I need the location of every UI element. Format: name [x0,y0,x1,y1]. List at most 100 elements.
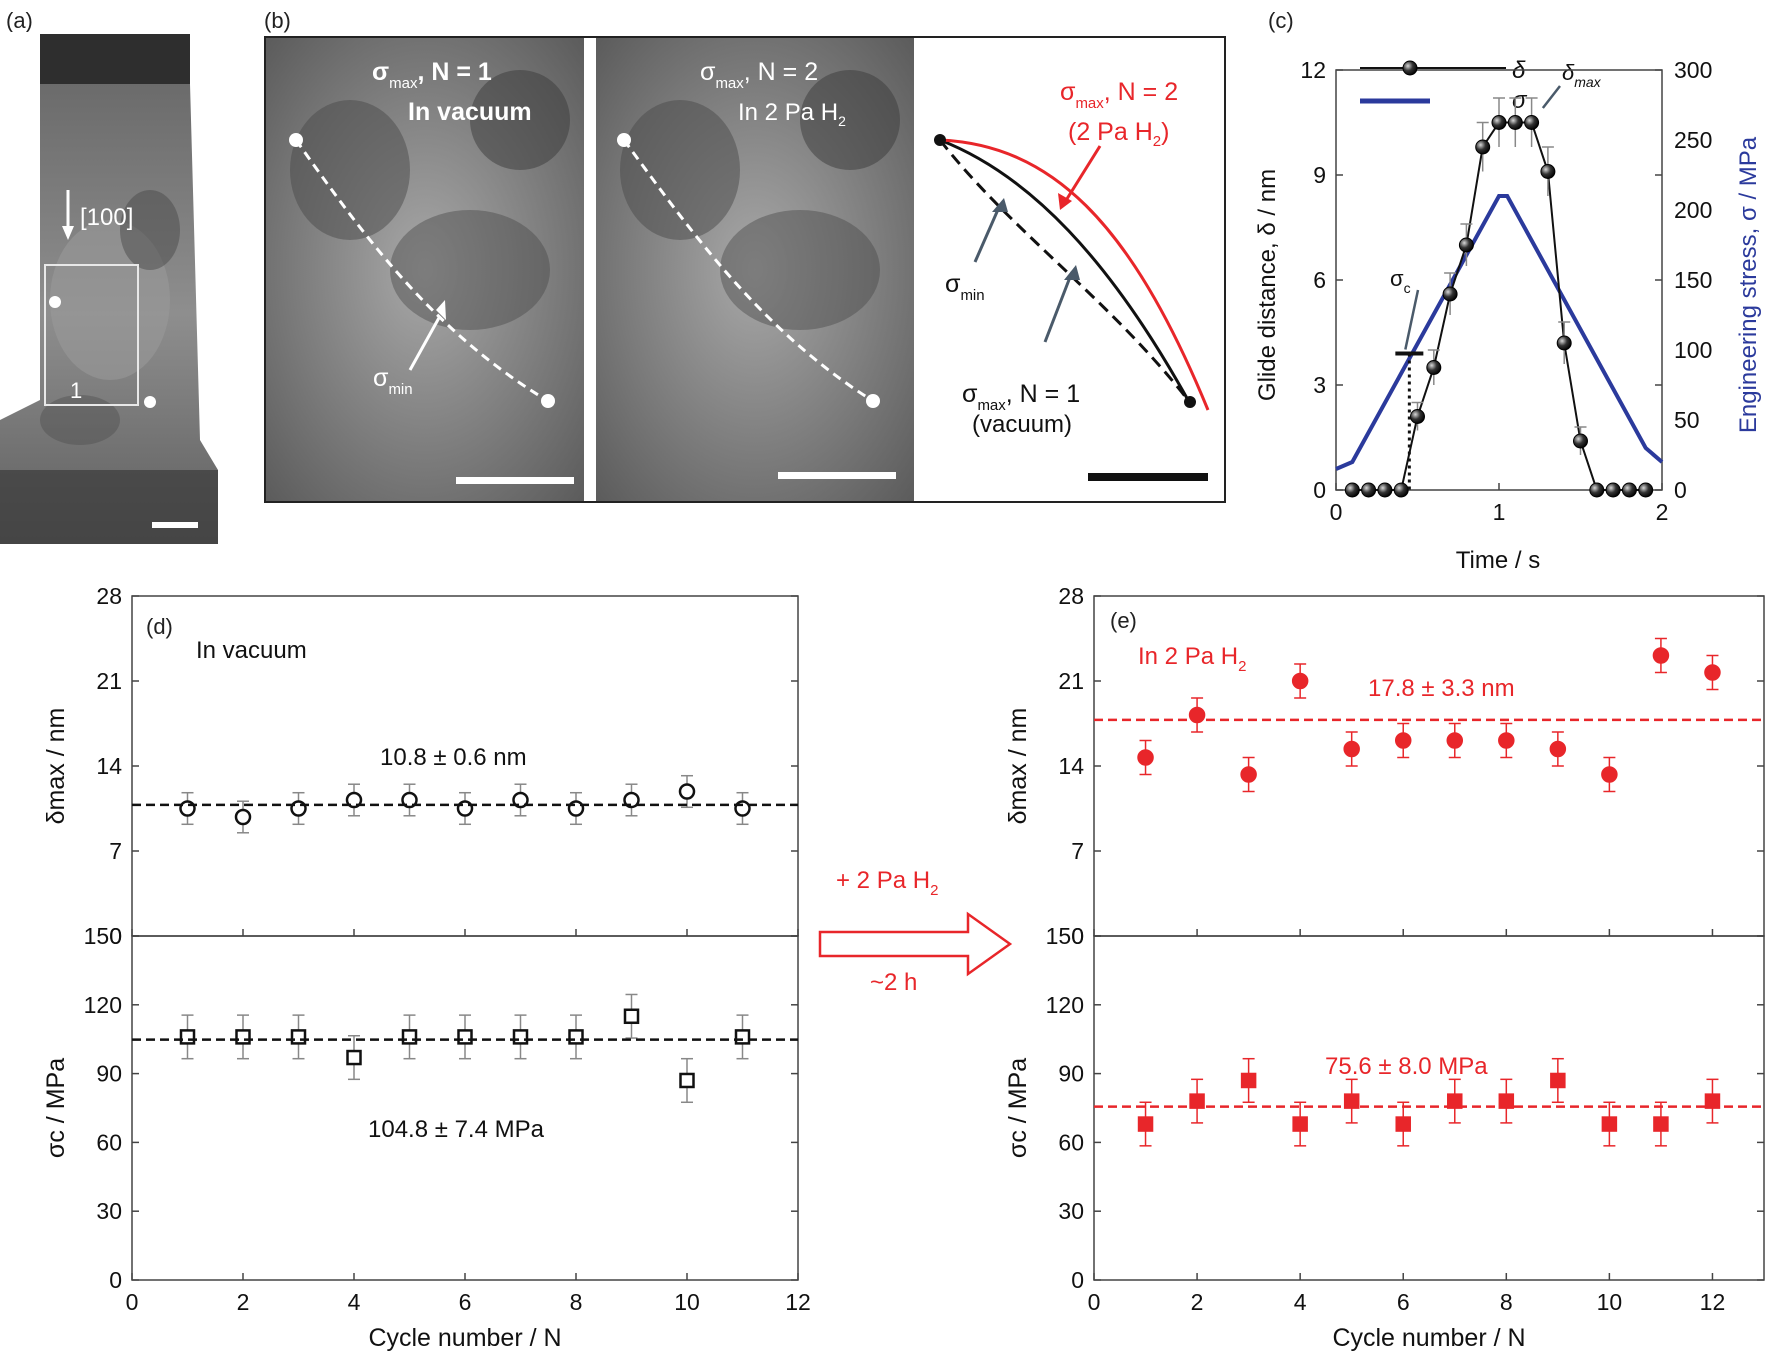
e_top-ytick-label: 7 [1071,838,1084,864]
c-delta-point [1426,360,1442,375]
legend-sigma-label: σ [1512,87,1528,114]
e_top-ytick-label: 0 [1071,923,1084,949]
panel-d-env: In vacuum [196,637,307,664]
e_top-point [1188,706,1206,724]
c-delta-point [1540,164,1556,179]
d_bottom-ytick-label: 150 [84,923,122,949]
c-ytick-label: 0 [1313,477,1326,503]
d_bottom-xtick-label: 0 [126,1289,139,1315]
c-delta-point [1344,482,1360,498]
transition-arrow-shape [818,911,1013,977]
panel-b: (b) σmax, N = 1 In vacuum σmax, N = 2 In… [264,8,1226,503]
scale-bar-b3 [1088,473,1208,481]
e_bottom-xtick-label: 8 [1500,1289,1513,1315]
c-dmax-arrow [1541,85,1561,109]
d_bottom-frame [131,935,799,1281]
e_bottom-point [1447,1093,1463,1109]
d_top-ytick-label: 7 [109,838,122,864]
e_top-ytick-label: 28 [1058,583,1084,609]
c-delta-point [1377,482,1393,498]
e_bottom-ylabel: σc / MPa [1004,1058,1032,1158]
d_bottom-xlabel: Cycle number / N [368,1324,561,1352]
d_bottom-ytick-label: 60 [96,1129,122,1155]
d_bottom-point [457,1029,473,1045]
c-delta-point [1524,115,1540,130]
e_top-ytick-label: 21 [1058,668,1084,694]
e_bottom-xtick-label: 0 [1088,1289,1101,1315]
dislocation-line-2 [622,139,874,403]
c-xlabel: Time / s [1456,547,1540,574]
e_bottom-ytick-label: 90 [1058,1061,1084,1087]
e_bottom-point [1601,1116,1618,1132]
dislocation-line-1 [294,139,549,403]
c-ylabel-left: Glide distance, δ / nm [1254,169,1281,401]
c-xtick-label: 2 [1656,499,1669,525]
c-delta-point [1638,482,1654,498]
c-delta-point [1621,482,1637,498]
e_top-point [1446,732,1464,749]
dislocation-end-2 [144,396,156,408]
c-ytick-label: 12 [1300,57,1326,83]
d_top-ytick-label: 21 [96,668,122,694]
panel-c-label: (c) [1268,8,1294,33]
tem-grip [40,34,190,84]
sigma-min-arrow [408,315,442,371]
panel-e-env: In 2 Pa H2 [1138,643,1246,675]
legend-delta-marker [1402,60,1418,76]
d_bottom-point [623,1008,640,1025]
e_top-ylabel: δmax / nm [1004,708,1032,825]
e_bottom-point [1653,1116,1669,1132]
c-delta-point [1491,115,1507,130]
e_bottom-ytick-label: 60 [1058,1129,1084,1155]
c-delta-point [1605,482,1621,498]
d_bottom-point [235,1029,251,1045]
schematic-black-label-2: (vacuum) [972,411,1072,438]
e_top-point [1240,766,1257,783]
e_bottom-ytick-label: 120 [1046,992,1084,1018]
d_bottom-point [679,1072,695,1089]
d_bottom-mean-label: 104.8 ± 7.4 MPa [368,1116,545,1143]
c-delta-point [1589,482,1605,498]
d_bottom-ylabel: σc / MPa [42,1058,70,1158]
c-delta-point [1556,335,1572,351]
c-sigma-line [1335,194,1664,471]
c-sigma-c-arrow [1404,289,1420,350]
e_bottom-xtick-label: 12 [1700,1289,1726,1315]
c-ytick-right-label: 0 [1674,477,1687,503]
e_top-point [1343,740,1360,758]
e_top-point [1652,647,1670,664]
c-delta-point [1442,286,1458,302]
e_bottom-point [1395,1116,1411,1132]
e_bottom-xtick-label: 2 [1191,1289,1204,1315]
panel-e-label: (e) [1110,608,1137,633]
c-ylabel-right: Engineering stress, σ / MPa [1735,136,1762,433]
e_bottom-xtick-label: 10 [1597,1289,1623,1315]
d_top-point [290,800,307,817]
annotation-sigma-c: σc [1390,266,1411,296]
chart-c: (c) δ σ δmax σc Time / s Glide distance,… [1254,8,1762,574]
d_top-point [567,800,585,817]
e_bottom-point [1550,1072,1566,1089]
schematic-sigma-max-n1 [939,138,1190,401]
e_bottom-xtick-label: 4 [1294,1289,1307,1315]
d_bottom-point [290,1029,307,1045]
schematic-sigma-min [938,139,1190,401]
c-delta-point [1507,115,1523,130]
d_bottom-ytick-label: 0 [109,1267,122,1293]
e_top-point [1137,749,1154,766]
d_top-point [234,808,252,826]
schematic-red-label-2: (2 Pa H2) [1068,118,1169,150]
d_bottom-xtick-label: 4 [348,1289,361,1315]
annotation-dmax: δmax [1562,60,1602,90]
d_top-point [678,783,696,800]
e_top-point [1394,732,1412,749]
c-delta-point [1361,482,1377,498]
schematic-min-label: σmin [945,270,985,304]
e_top-ytick-label: 14 [1058,753,1084,779]
scale-bar-a [152,522,198,528]
e_top-point [1291,672,1309,690]
c-xtick-label: 0 [1330,499,1343,525]
schematic-sigma-max-n2 [939,138,1210,411]
